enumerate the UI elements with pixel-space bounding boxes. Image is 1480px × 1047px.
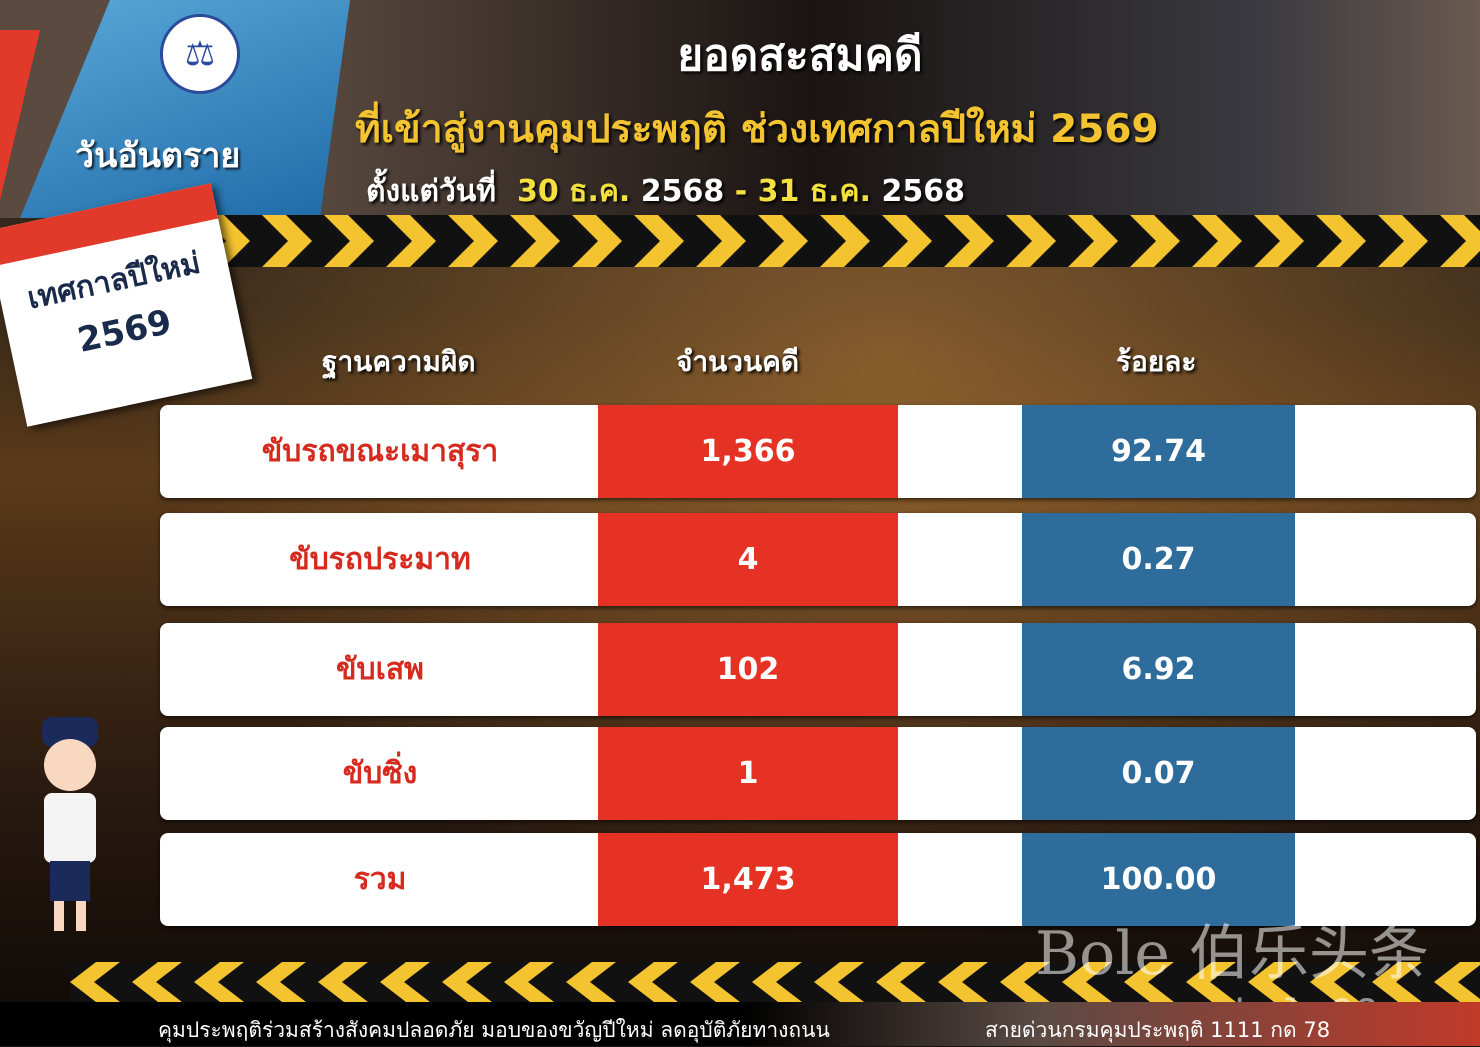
percent-cell: 0.27 [1022,513,1295,606]
date-separator: - [734,174,748,209]
table-row: ขับรถประมาท 4 0.27 [160,513,1476,606]
offense-cell: ขับซิ่ง [342,756,418,791]
date-prefix: ตั้งแต่วันที่ [366,174,497,209]
page-subtitle: ที่เข้าสู่งานคุมประพฤติ ช่วงเทศกาลปีใหม่… [355,107,1159,152]
percent-cell: 92.74 [1022,405,1295,498]
date-range: ตั้งแต่วันที่ 30 ธ.ค. 2568 - 31 ธ.ค. 256… [366,168,965,215]
watermark-text: Bole 伯乐头条 [1035,919,1429,989]
date-end-year: 2568 [881,174,965,209]
offense-cell: ขับเสพ [336,652,424,687]
date-end-day: 31 ธ.ค. [757,174,872,209]
percent-cell: 0.07 [1022,727,1295,820]
table-row: ขับรถขณะเมาสุรา 1,366 92.74 [160,405,1476,498]
footer-slogan: คุมประพฤติร่วมสร้างสังคมปลอดภัย มอบของขว… [158,1018,830,1042]
date-start-year: 2568 [640,174,725,209]
percent-cell: 100.00 [1022,833,1295,926]
column-header-cases: จำนวนคดี [676,345,800,378]
table-row: ขับเสพ 102 6.92 [160,623,1476,716]
cases-cell: 4 [598,513,898,606]
percent-cell: 6.92 [1022,623,1295,716]
table-row-total: รวม 1,473 100.00 [160,833,1476,926]
offense-cell: ขับรถขณะเมาสุรา [261,434,499,469]
offense-cell: ขับรถประมาท [289,542,471,577]
officer-illustration [42,717,98,931]
brand-label: วันอันตราย [75,136,241,176]
date-start-day: 30 ธ.ค. [516,174,631,209]
column-header-offense: ฐานความผิด [322,345,476,378]
cases-cell: 1,366 [598,405,898,498]
cases-cell: 1 [598,727,898,820]
footer-bar: คุมประพฤติร่วมสร้างสังคมปลอดภัย มอบของขว… [0,1002,1480,1046]
cases-cell: 102 [598,623,898,716]
table-row: ขับซิ่ง 1 0.07 [160,727,1476,820]
page-title: ยอดสะสมคดี [677,30,923,81]
chevron-stripe-top [200,215,1480,267]
footer-hotline: สายด่วนกรมคุมประพฤติ 1111 กด 78 [985,1018,1331,1042]
offense-cell: รวม [353,862,407,897]
column-header-percent: ร้อยละ [1116,345,1197,378]
department-seal-logo: ⚖ [160,14,240,94]
cases-cell: 1,473 [598,833,898,926]
